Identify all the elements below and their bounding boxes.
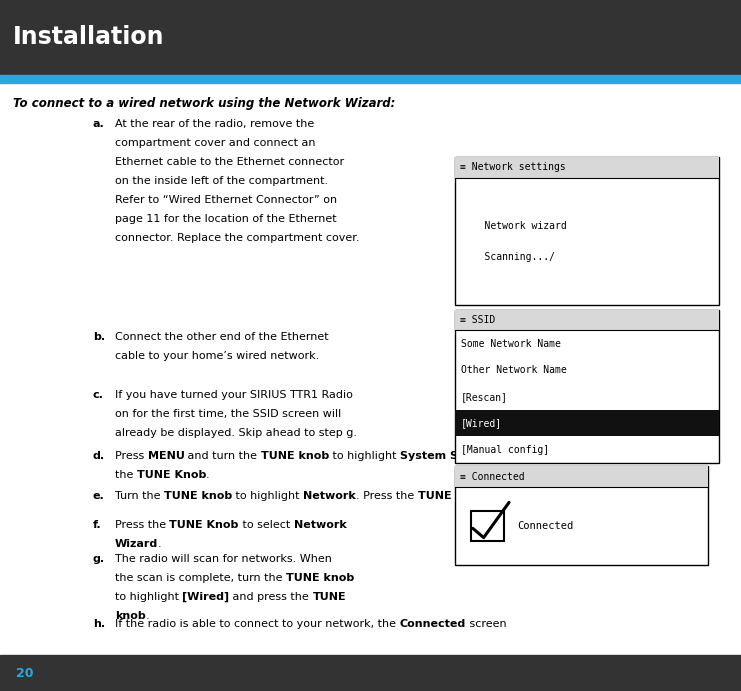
Text: Connected: Connected (399, 619, 465, 629)
Text: a.: a. (93, 119, 104, 129)
Text: [Rescan]: [Rescan] (461, 392, 508, 401)
Text: h.: h. (93, 619, 104, 629)
Text: to highlight: to highlight (232, 491, 303, 501)
Text: to highlight: to highlight (329, 451, 400, 460)
Bar (455, 157, 719, 305)
Text: to highlight: to highlight (115, 592, 182, 602)
Text: Network: Network (303, 491, 356, 501)
Text: If the radio is able to connect to your network, the: If the radio is able to connect to your … (115, 619, 399, 629)
Text: . Press the: . Press the (356, 491, 418, 501)
Text: to select: to select (239, 520, 293, 529)
Text: Ethernet cable to the Ethernet connector: Ethernet cable to the Ethernet connector (115, 157, 344, 167)
Text: Wizard: Wizard (115, 539, 158, 549)
Text: Connect the other end of the Ethernet: Connect the other end of the Ethernet (115, 332, 328, 342)
Text: and turn the: and turn the (185, 451, 261, 460)
Text: MENU: MENU (147, 451, 185, 460)
Bar (455, 466, 708, 487)
Text: Refer to “Wired Ethernet Connector” on: Refer to “Wired Ethernet Connector” on (115, 195, 337, 205)
Bar (0, 75, 741, 83)
Text: screen: screen (465, 619, 506, 629)
Text: TUNE Knob: TUNE Knob (170, 520, 239, 529)
Text: the: the (115, 470, 137, 480)
Text: the scan is complete, turn the: the scan is complete, turn the (115, 574, 286, 583)
Text: To connect to a wired network using the Network Wizard:: To connect to a wired network using the … (13, 97, 396, 110)
Text: on for the first time, the SSID screen will: on for the first time, the SSID screen w… (115, 409, 341, 419)
Text: page 11 for the location of the Ethernet: page 11 for the location of the Ethernet (115, 214, 336, 224)
Text: cable to your home’s wired network.: cable to your home’s wired network. (115, 351, 319, 361)
Bar (0, 0, 741, 75)
Text: g.: g. (93, 554, 104, 564)
Text: b.: b. (93, 332, 104, 342)
Bar (0, 655, 741, 691)
Text: compartment cover and connect an: compartment cover and connect an (115, 138, 316, 148)
Text: Other Network Name: Other Network Name (461, 365, 567, 375)
Text: ≡ SSID: ≡ SSID (460, 315, 496, 325)
Text: [Manual config]: [Manual config] (461, 445, 549, 455)
Text: Installation: Installation (13, 26, 165, 49)
Text: .: . (158, 539, 162, 549)
Text: [Wired]: [Wired] (182, 592, 230, 603)
Bar (455, 410, 719, 437)
Bar (455, 157, 719, 178)
Text: 20: 20 (16, 667, 34, 679)
Text: connector. Replace the compartment cover.: connector. Replace the compartment cover… (115, 233, 359, 243)
Bar (455, 466, 708, 565)
Text: Press the: Press the (115, 520, 170, 529)
Text: TUNE Knob: TUNE Knob (418, 491, 487, 501)
Text: Scanning.../: Scanning.../ (461, 252, 555, 263)
Text: .: . (487, 491, 491, 501)
Bar (471, 511, 504, 541)
Bar (455, 310, 719, 463)
Text: knob: knob (115, 612, 145, 621)
Text: ≡ Connected: ≡ Connected (460, 472, 525, 482)
Text: The radio will scan for networks. When: The radio will scan for networks. When (115, 554, 332, 564)
Text: on the inside left of the compartment.: on the inside left of the compartment. (115, 176, 328, 186)
Text: Press: Press (115, 451, 147, 460)
Bar (455, 310, 719, 330)
Text: Network wizard: Network wizard (461, 220, 567, 231)
Text: ≡ Network settings: ≡ Network settings (460, 162, 566, 172)
Text: and press the: and press the (230, 592, 313, 602)
Text: If you have turned your SIRIUS TTR1 Radio: If you have turned your SIRIUS TTR1 Radi… (115, 390, 353, 399)
Text: .: . (206, 470, 210, 480)
Text: TUNE Knob: TUNE Knob (137, 470, 206, 480)
Text: .: . (145, 612, 149, 621)
Text: Network: Network (293, 520, 346, 529)
Text: TUNE: TUNE (313, 592, 346, 602)
Text: TUNE knob: TUNE knob (261, 451, 329, 460)
Text: . Press: . Press (487, 451, 523, 460)
Text: d.: d. (93, 451, 104, 460)
Text: TUNE knob: TUNE knob (286, 574, 354, 583)
Text: System Setup: System Setup (400, 451, 487, 460)
Text: TUNE knob: TUNE knob (164, 491, 232, 501)
Text: Some Network Name: Some Network Name (461, 339, 561, 348)
Text: c.: c. (93, 390, 104, 399)
Text: [Wired]: [Wired] (461, 418, 502, 428)
Text: Turn the: Turn the (115, 491, 164, 501)
Text: f.: f. (93, 520, 102, 529)
Text: e.: e. (93, 491, 104, 501)
Text: already be displayed. Skip ahead to step g.: already be displayed. Skip ahead to step… (115, 428, 357, 437)
Text: At the rear of the radio, remove the: At the rear of the radio, remove the (115, 119, 314, 129)
Text: Connected: Connected (517, 521, 574, 531)
